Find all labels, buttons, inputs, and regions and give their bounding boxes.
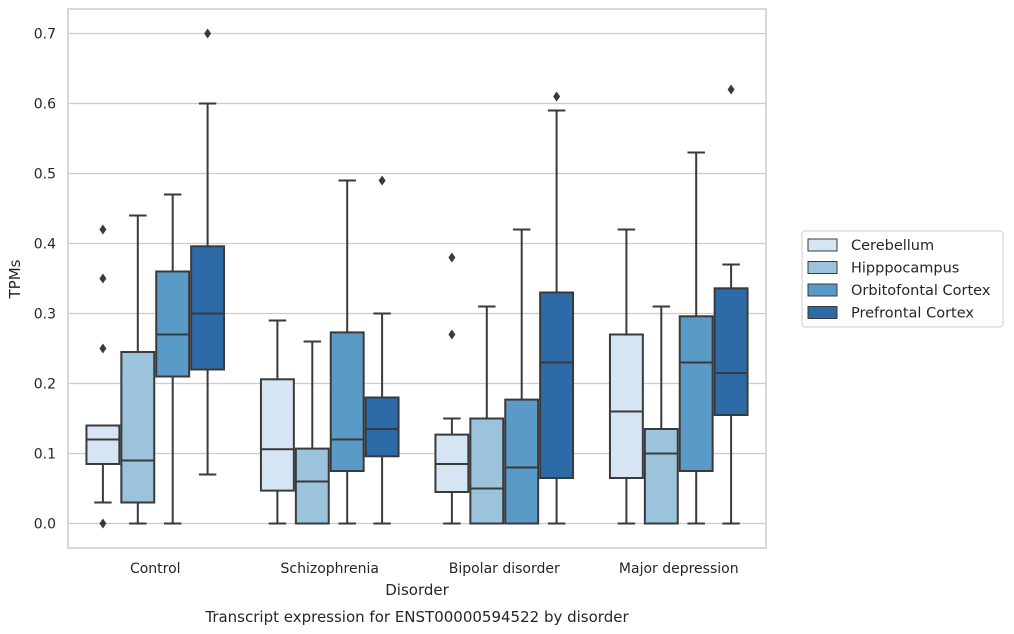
y-tick-label: 0.4 — [34, 237, 56, 253]
legend-label: Prefrontal Cortex — [851, 306, 974, 322]
legend-label: Hipppocampus — [851, 261, 959, 277]
y-axis-label: TPMs — [6, 259, 24, 299]
outlier-point — [99, 343, 107, 354]
y-tick-label: 0.3 — [34, 307, 56, 323]
box-cerebellum — [259, 378, 295, 492]
x-tick-labels: Control Schizophrenia Bipolar disorder Majo… — [130, 561, 739, 577]
chart-caption: Transcript expression for ENST0000059452… — [204, 608, 629, 626]
y-tick-label: 0.5 — [34, 167, 56, 183]
box-hipppocampus — [469, 417, 505, 525]
box-hipppocampus — [120, 351, 156, 504]
outlier-point — [727, 84, 735, 95]
outlier-point — [204, 28, 212, 39]
legend-swatch — [807, 261, 838, 274]
y-tick-label: 0.6 — [34, 97, 56, 113]
legend: Cerebellum Hipppocampus Orbitofontal Corte… — [801, 230, 1004, 328]
outlier-point — [378, 175, 386, 186]
box-prefrontal-cortex — [539, 291, 575, 479]
legend-label: Orbitofontal Cortex — [851, 283, 991, 299]
x-tick-label: Bipolar disorder — [449, 561, 560, 577]
box-prefrontal-cortex — [713, 287, 749, 416]
box-cerebellum — [608, 333, 644, 479]
x-tick-label: Control — [130, 561, 181, 577]
outlier-point — [448, 252, 456, 263]
box-orbitofontal-cortex — [504, 398, 540, 525]
box-prefrontal-cortex — [364, 396, 400, 458]
y-tick-label: 0.7 — [34, 27, 56, 43]
outlier-point — [99, 273, 107, 284]
legend-swatch — [807, 283, 838, 297]
x-tick-label: Major depression — [619, 561, 739, 577]
box-prefrontal-cortex — [190, 245, 226, 371]
box-orbitofontal-cortex — [329, 331, 365, 472]
legend-frame — [801, 230, 1004, 328]
y-tick-label: 0.0 — [34, 517, 56, 533]
outlier-point — [99, 518, 107, 529]
box-orbitofontal-cortex — [678, 315, 714, 472]
legend-label: Cerebellum — [851, 238, 934, 254]
box-orbitofontal-cortex — [155, 270, 191, 378]
legend-swatch — [807, 238, 838, 252]
outlier-point — [99, 224, 107, 235]
y-tick-label: 0.2 — [34, 377, 56, 393]
outlier-point — [448, 329, 456, 340]
boxes — [85, 28, 749, 529]
box-cerebellum — [85, 424, 121, 465]
legend-swatch — [807, 306, 838, 319]
box-hipppocampus — [294, 447, 330, 525]
box-hipppocampus — [643, 428, 679, 525]
x-axis-label: Disorder — [385, 581, 449, 599]
outlier-point — [553, 91, 561, 102]
y-tick-label: 0.1 — [34, 447, 56, 463]
x-tick-label: Schizophrenia — [281, 561, 379, 577]
y-tick-labels: 0.0 0.1 0.2 0.3 0.4 0.5 0.6 0.7 — [34, 27, 56, 533]
